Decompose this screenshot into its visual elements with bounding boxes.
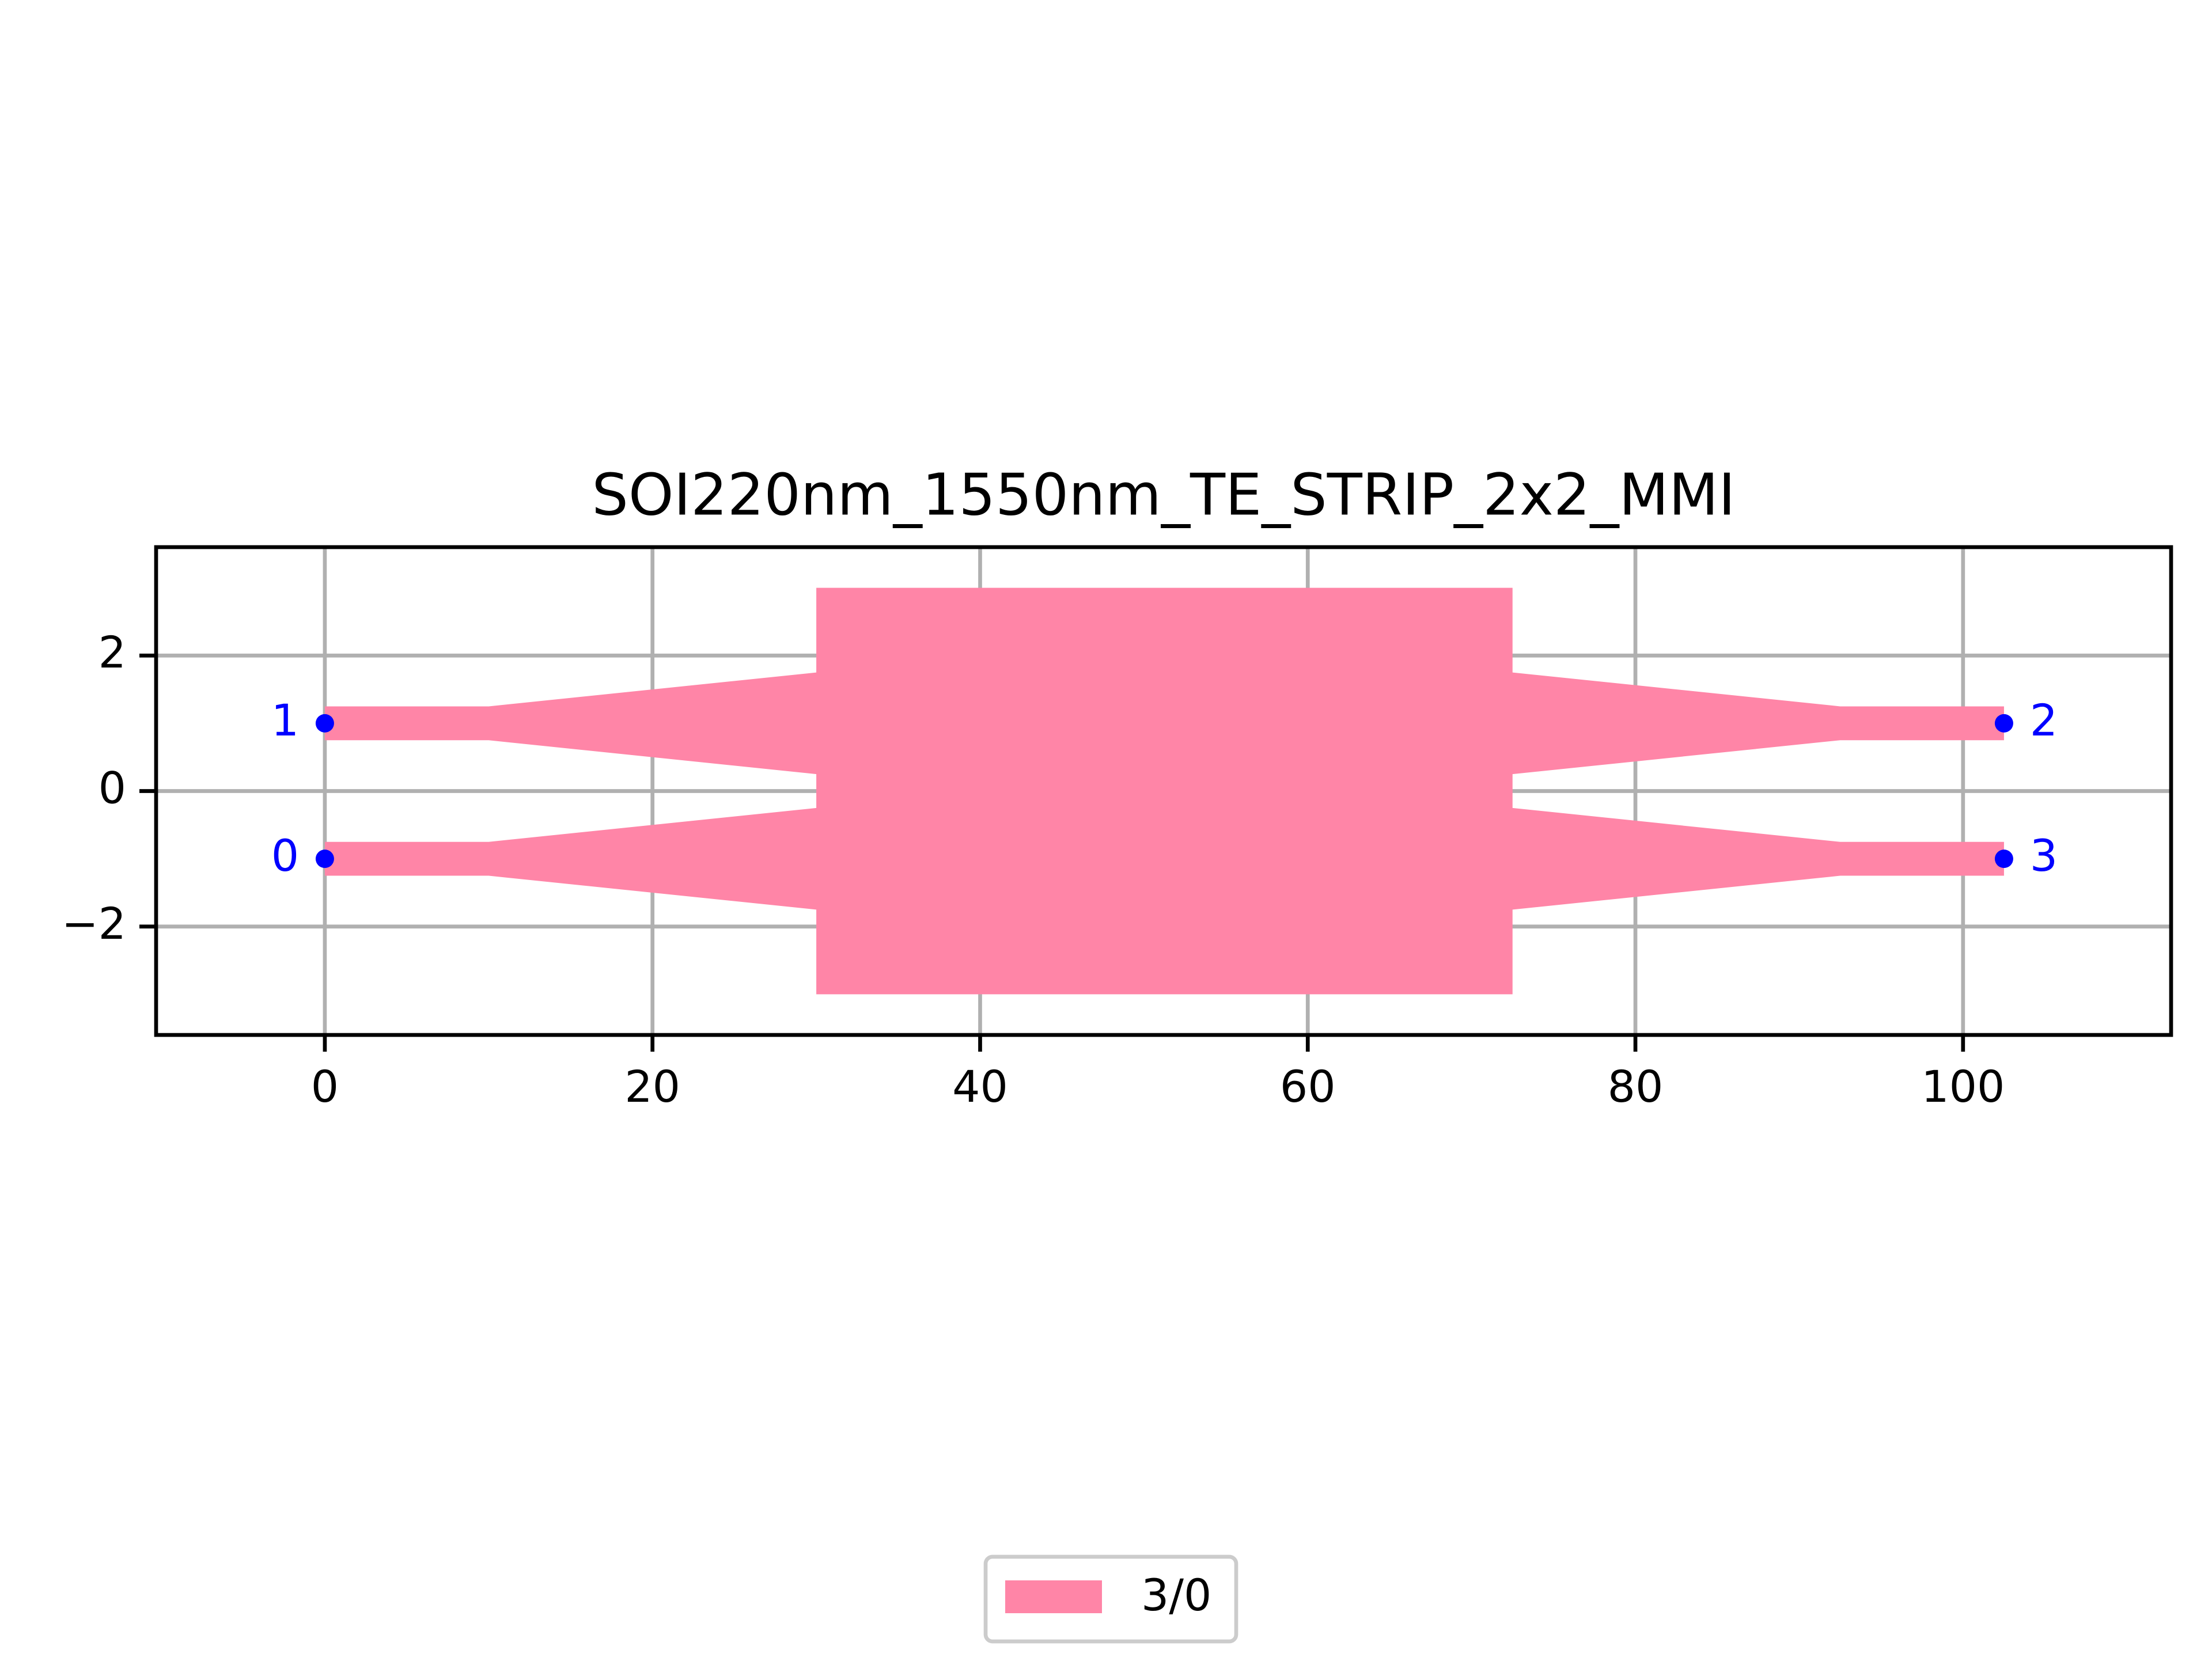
legend-label: 3/0 bbox=[1141, 1569, 1211, 1621]
port-marker bbox=[1994, 850, 2013, 869]
legend-swatch bbox=[1005, 1580, 1102, 1613]
x-tick-label: 60 bbox=[1280, 1061, 1336, 1112]
port-marker bbox=[315, 850, 334, 869]
port-label: 3 bbox=[2030, 830, 2058, 881]
y-tick-label: 0 bbox=[99, 762, 126, 813]
x-tick-label: 40 bbox=[952, 1061, 1008, 1112]
x-tick-label: 100 bbox=[1921, 1061, 2005, 1112]
y-tick-label: −2 bbox=[62, 898, 126, 949]
waveguide-polygon bbox=[324, 587, 2004, 995]
x-tick-label: 0 bbox=[311, 1061, 339, 1112]
port-label: 2 bbox=[2030, 695, 2058, 746]
port-label: 0 bbox=[271, 830, 299, 881]
port-marker bbox=[315, 714, 334, 733]
y-tick-label: 2 bbox=[99, 627, 126, 678]
chart-title: SOI220nm_1550nm_TE_STRIP_2x2_MMI bbox=[592, 461, 1735, 528]
x-tick-label: 20 bbox=[624, 1061, 680, 1112]
x-tick-label: 80 bbox=[1608, 1061, 1664, 1112]
port-label: 1 bbox=[271, 695, 299, 746]
port-marker bbox=[1994, 714, 2013, 733]
legend-box bbox=[983, 1554, 1238, 1644]
